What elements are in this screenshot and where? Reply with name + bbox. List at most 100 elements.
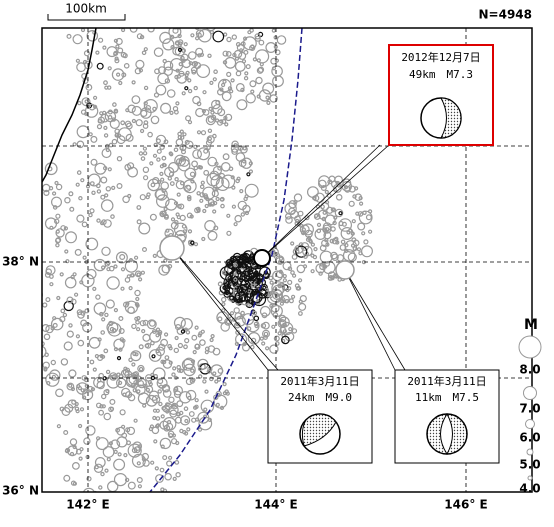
epicenter: [184, 407, 187, 410]
epicenter: [218, 282, 222, 286]
epicenter: [102, 247, 110, 255]
epicenter: [137, 328, 140, 331]
epicenter: [158, 390, 161, 393]
epicenter: [27, 336, 30, 339]
epicenter: [245, 72, 248, 75]
epicenter: [75, 250, 81, 256]
epicenter: [227, 72, 231, 76]
epicenter: [146, 506, 149, 509]
epicenter: [185, 87, 188, 90]
epicenter: [128, 105, 135, 112]
epicenter: [144, 48, 147, 51]
epicenter: [126, 478, 129, 481]
epicenter: [363, 211, 366, 214]
epicenter: [188, 79, 191, 82]
epicenter: [165, 356, 169, 360]
epicenter: [83, 256, 86, 259]
epicenter: [82, 29, 85, 32]
epicenter: [222, 84, 225, 87]
epicenter: [260, 337, 263, 340]
epicenter: [83, 323, 92, 332]
epicenter: [112, 186, 115, 189]
epicenter: [119, 317, 123, 321]
epicenter: [234, 223, 237, 226]
epicenter: [174, 148, 177, 151]
epicenter: [180, 429, 183, 432]
epicenter: [56, 230, 59, 233]
epicenter: [216, 101, 220, 105]
epicenter: [177, 193, 180, 196]
epicenter: [212, 0, 215, 2]
epicenter: [209, 107, 212, 110]
epicenter: [223, 3, 230, 10]
epicenter: [190, 412, 195, 417]
lon-label: 144° E: [254, 498, 297, 512]
callout: 2011年3月11日 24km M9.0: [268, 370, 372, 463]
epicenter: [203, 210, 206, 213]
epicenter: [236, 179, 239, 182]
epicenter: [148, 132, 152, 136]
epicenter: [127, 427, 134, 434]
epicenter: [151, 0, 164, 5]
epicenter: [111, 215, 114, 218]
epicenter: [85, 51, 90, 56]
epicenter: [91, 24, 94, 27]
epicenter: [139, 223, 150, 234]
epicenter: [251, 90, 254, 93]
legend: M 8.0 7.0 6.0 5.0 4.0: [519, 317, 541, 496]
epicenter: [223, 383, 226, 386]
epicenter: [254, 316, 258, 320]
epicenter: [244, 12, 247, 15]
epicenter: [241, 1, 244, 4]
epicenter: [129, 287, 132, 290]
epicenter: [49, 187, 52, 190]
epicenter: [169, 397, 174, 402]
epicenter: [152, 500, 158, 506]
epicenter: [142, 6, 146, 10]
epicenter: [73, 463, 80, 470]
epicenter: [197, 102, 201, 106]
epicenter: [53, 317, 56, 320]
epicenter: [246, 65, 250, 69]
epicenter: [71, 453, 74, 456]
epicenter: [159, 402, 162, 405]
epicenter: [192, 16, 195, 19]
epicenter: [25, 310, 28, 313]
epicenter: [176, 473, 180, 477]
epicenter: [213, 134, 216, 137]
epicenter: [133, 389, 136, 392]
epicenter: [142, 51, 145, 54]
epicenter: [213, 13, 217, 17]
epicenter: [136, 120, 142, 126]
epicenter: [206, 21, 215, 30]
epicenter: [251, 45, 254, 48]
epicenter: [213, 372, 216, 375]
epicenter: [241, 311, 244, 314]
epicenter: [61, 309, 65, 313]
legend-title: M: [524, 317, 538, 333]
epicenter: [66, 232, 77, 243]
epicenter: [231, 79, 234, 82]
epicenter: [78, 102, 81, 105]
epicenter: [234, 308, 239, 313]
epicenter: [232, 35, 236, 39]
epicenter: [108, 168, 111, 171]
epicenter: [37, 288, 40, 291]
epicenter: [360, 202, 363, 205]
epicenter: [211, 335, 214, 338]
epicenter: [158, 15, 161, 18]
epicenter: [137, 478, 142, 483]
epicenter: [250, 29, 253, 32]
epicenter: [358, 248, 361, 251]
callout-detail: 49km M7.3: [409, 68, 473, 81]
epicenter: [160, 468, 164, 472]
epicenter: [144, 176, 148, 180]
epicenter: [278, 332, 281, 335]
epicenter: [192, 418, 196, 422]
epicenter: [189, 121, 192, 124]
epicenter: [65, 198, 70, 203]
epicenter: [272, 29, 275, 32]
epicenter: [77, 215, 84, 222]
epicenter: [73, 143, 76, 146]
epicenter: [341, 240, 344, 243]
